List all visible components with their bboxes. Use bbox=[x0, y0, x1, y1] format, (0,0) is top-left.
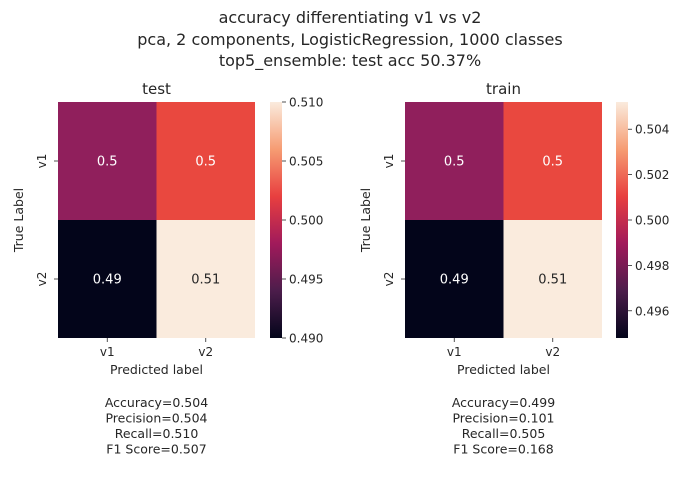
colorbar-tick-label: 0.500 bbox=[289, 214, 323, 228]
y-axis-label: True Label bbox=[11, 188, 26, 253]
cell-value-label: 0.5 bbox=[542, 155, 563, 170]
x-axis-label: Predicted label bbox=[457, 362, 550, 377]
colorbar-tick-label: 0.490 bbox=[289, 332, 323, 346]
cell-value-label: 0.5 bbox=[444, 155, 465, 170]
metric-line: F1 Score=0.168 bbox=[453, 442, 553, 457]
x-tick-label: v2 bbox=[198, 345, 213, 359]
colorbar-tick-label: 0.500 bbox=[635, 214, 669, 228]
metric-line: Recall=0.505 bbox=[462, 426, 546, 441]
heatmap-panel-train: train 0.5 0.5 0.49 0.51 v1 v2 Predicted label v1… bbox=[358, 80, 669, 457]
cell-value-label: 0.49 bbox=[440, 273, 469, 288]
metric-line: Accuracy=0.504 bbox=[105, 395, 208, 410]
cell-value-label: 0.49 bbox=[93, 273, 122, 288]
heatmap-cell-v1-v2 bbox=[156, 102, 255, 220]
y-tick-label: v1 bbox=[35, 154, 49, 169]
x-tick-label: v1 bbox=[100, 345, 115, 359]
x-tick-label: v1 bbox=[447, 345, 462, 359]
figure-title-line-1: accuracy differentiating v1 vs v2 bbox=[219, 8, 482, 27]
heatmap-panel-test: test 0.5 0.5 0.49 0.51 v1 v2 Predicted label v1 v… bbox=[11, 80, 323, 457]
y-tick-label: v1 bbox=[382, 154, 396, 169]
subplot-title: train bbox=[486, 80, 521, 98]
heatmap-cell-v2-v2 bbox=[503, 220, 602, 338]
subplot-title: test bbox=[142, 80, 171, 98]
x-tick-label: v2 bbox=[545, 345, 560, 359]
heatmap-cell-v1-v1 bbox=[405, 102, 504, 220]
colorbar-tick-label: 0.505 bbox=[289, 155, 323, 169]
metric-line: Precision=0.101 bbox=[452, 411, 554, 426]
x-axis-label: Predicted label bbox=[110, 362, 203, 377]
colorbar-tick-label: 0.510 bbox=[289, 96, 323, 110]
figure-title-line-3: top5_ensemble: test acc 50.37% bbox=[219, 51, 481, 71]
heatmap-cell-v1-v1 bbox=[58, 102, 157, 220]
heatmap-cell-v2-v2 bbox=[156, 220, 255, 338]
metric-line: Precision=0.504 bbox=[105, 411, 207, 426]
colorbar-tick-label: 0.495 bbox=[289, 273, 323, 287]
colorbar-tick-label: 0.504 bbox=[635, 123, 669, 137]
heatmap-cell-v2-v1 bbox=[58, 220, 157, 338]
metric-line: Recall=0.510 bbox=[115, 426, 199, 441]
y-tick-label: v2 bbox=[382, 272, 396, 287]
cell-value-label: 0.5 bbox=[195, 155, 216, 170]
cell-value-label: 0.5 bbox=[97, 155, 118, 170]
y-tick-label: v2 bbox=[35, 272, 49, 287]
colorbar-tick-label: 0.502 bbox=[635, 168, 669, 182]
heatmap-cell-v1-v2 bbox=[503, 102, 602, 220]
figure-title-line-2: pca, 2 components, LogisticRegression, 1… bbox=[137, 30, 562, 49]
colorbar bbox=[270, 102, 282, 338]
heatmap-cell-v2-v1 bbox=[405, 220, 504, 338]
metric-line: F1 Score=0.507 bbox=[106, 442, 206, 457]
colorbar bbox=[616, 102, 628, 338]
cell-value-label: 0.51 bbox=[191, 273, 220, 288]
cell-value-label: 0.51 bbox=[538, 273, 567, 288]
metric-line: Accuracy=0.499 bbox=[452, 395, 555, 410]
colorbar-tick-label: 0.498 bbox=[635, 259, 669, 273]
y-axis-label: True Label bbox=[358, 188, 373, 253]
figure-title: accuracy differentiating v1 vs v2 pca, 2… bbox=[137, 8, 562, 71]
colorbar-tick-label: 0.496 bbox=[635, 304, 669, 318]
